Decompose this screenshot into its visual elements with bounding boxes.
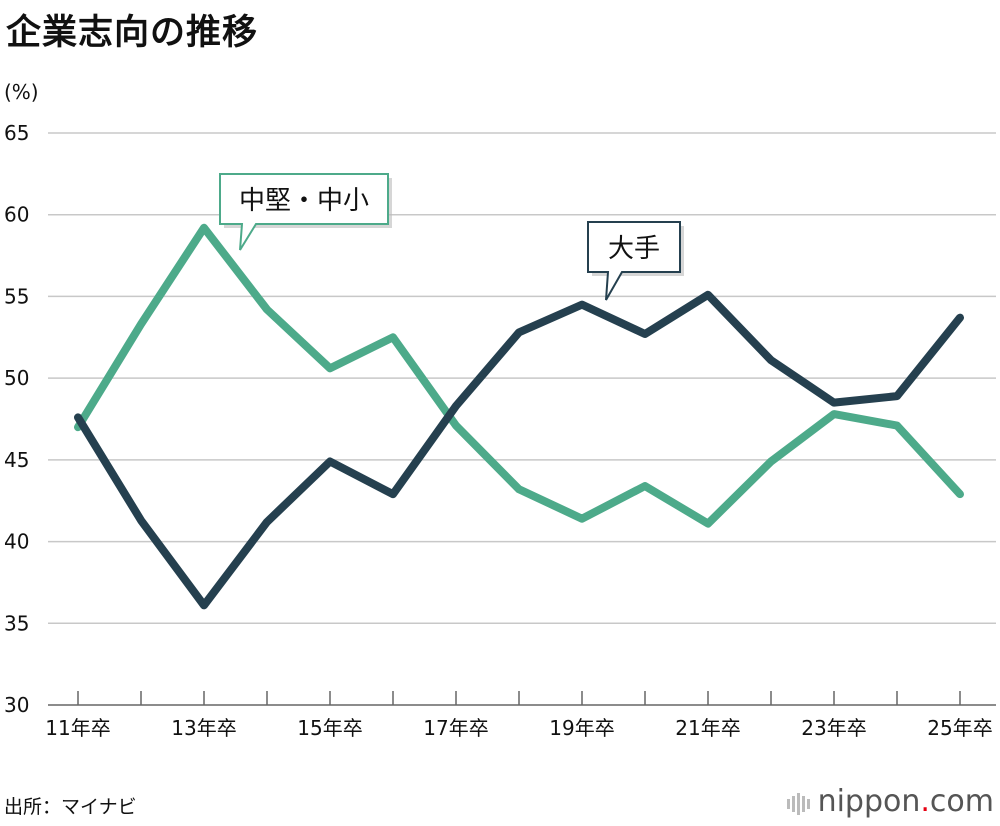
brand-prefix: nippon	[817, 784, 921, 819]
series-line-1	[74, 290, 964, 610]
x-tick-label: 13年卒	[171, 716, 236, 740]
x-tick-label: 17年卒	[423, 716, 488, 740]
y-tick-label: 40	[4, 530, 29, 554]
x-tick-label: 19年卒	[549, 716, 614, 740]
callout-1: 大手	[587, 221, 684, 301]
x-tick-label: 23年卒	[801, 716, 866, 740]
gridlines	[48, 132, 996, 706]
brand-dot: .	[920, 784, 930, 819]
y-tick-label: 60	[4, 203, 29, 227]
source-note: 出所：マイナビ	[4, 796, 137, 818]
x-tick-label: 25年卒	[927, 716, 992, 740]
brand-bars-icon	[786, 785, 812, 820]
x-tick-label: 21年卒	[675, 716, 740, 740]
y-tick-label: 50	[4, 366, 29, 390]
x-tick-label: 15年卒	[297, 716, 362, 740]
y-tick-labels: 30 35 40 45 50 55 60 65	[4, 121, 29, 717]
callout-label: 中堅・中小	[239, 186, 369, 216]
callout-label: 大手	[608, 234, 660, 264]
chart-title: 企業志向の推移	[6, 13, 259, 53]
y-axis-unit: (%)	[4, 80, 39, 104]
y-tick-label: 30	[4, 693, 29, 717]
x-tick-label: 11年卒	[45, 716, 110, 740]
y-tick-label: 35	[4, 611, 29, 635]
y-tick-label: 65	[4, 121, 29, 145]
brand-logo: nippon.com	[786, 784, 994, 820]
y-tick-label: 45	[4, 448, 29, 472]
series-line-0	[74, 223, 964, 528]
x-axis: 11年卒 13年卒 15年卒 17年卒 19年卒 21年卒 23年卒 25年卒	[45, 691, 993, 740]
brand-suffix: com	[929, 784, 994, 819]
series-lines	[74, 223, 964, 610]
y-tick-label: 55	[4, 284, 29, 308]
callout-0: 中堅・中小	[219, 173, 392, 251]
